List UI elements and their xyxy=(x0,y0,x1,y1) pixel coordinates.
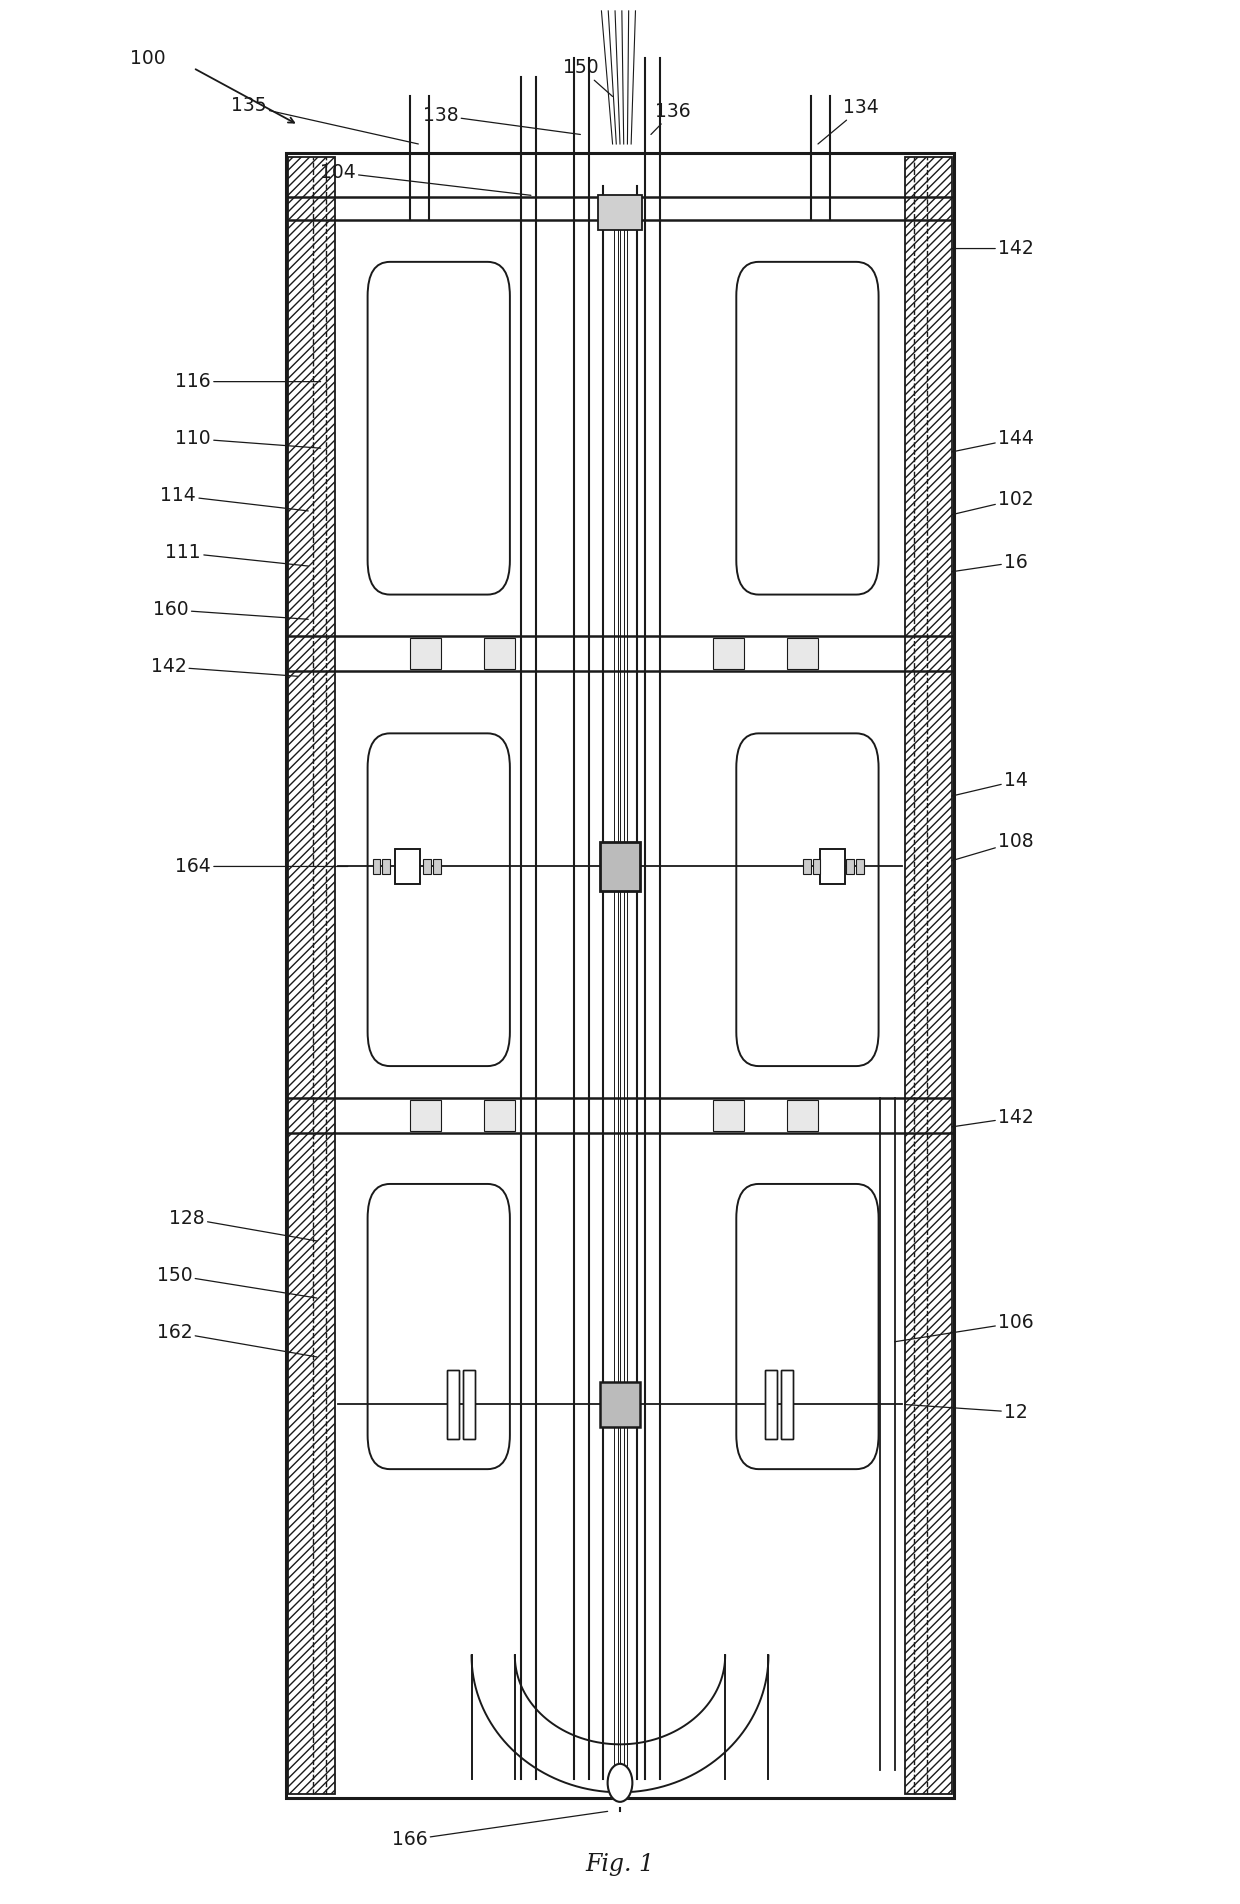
Text: 160: 160 xyxy=(153,600,309,619)
Text: 128: 128 xyxy=(169,1209,317,1241)
Text: 108: 108 xyxy=(951,832,1034,861)
Text: 16: 16 xyxy=(951,552,1028,571)
Text: 150: 150 xyxy=(156,1266,317,1299)
Bar xyxy=(804,859,811,874)
Bar xyxy=(821,849,846,883)
Bar xyxy=(600,1382,640,1428)
Text: 166: 166 xyxy=(392,1811,608,1849)
Text: 100: 100 xyxy=(129,50,165,69)
Bar xyxy=(821,849,846,883)
Text: 106: 106 xyxy=(895,1314,1034,1342)
Text: 138: 138 xyxy=(423,107,580,135)
Text: 134: 134 xyxy=(818,99,879,145)
Text: 136: 136 xyxy=(651,103,691,135)
Text: 14: 14 xyxy=(951,771,1028,796)
Bar xyxy=(765,1371,777,1439)
Bar xyxy=(598,196,642,230)
Text: 162: 162 xyxy=(156,1323,317,1358)
Bar xyxy=(394,849,419,883)
Bar xyxy=(463,1371,475,1439)
Bar xyxy=(713,638,744,668)
Bar xyxy=(781,1371,794,1439)
Bar xyxy=(857,859,864,874)
Text: 104: 104 xyxy=(320,164,531,196)
Text: Fig. 1: Fig. 1 xyxy=(585,1853,655,1875)
Bar xyxy=(713,1101,744,1131)
Text: 142: 142 xyxy=(951,240,1034,259)
Text: 144: 144 xyxy=(951,428,1034,451)
Bar xyxy=(394,849,419,883)
Text: 142: 142 xyxy=(150,657,299,676)
Bar xyxy=(423,859,430,874)
Text: 102: 102 xyxy=(951,489,1034,514)
Bar xyxy=(787,638,818,668)
Text: 150: 150 xyxy=(563,59,613,97)
Bar xyxy=(409,638,440,668)
Text: 142: 142 xyxy=(951,1108,1034,1127)
Bar xyxy=(765,1371,777,1439)
Text: 114: 114 xyxy=(160,486,309,510)
Bar xyxy=(286,154,954,1797)
Text: 135: 135 xyxy=(231,97,418,145)
Text: 110: 110 xyxy=(175,428,321,447)
Bar xyxy=(446,1371,459,1439)
Bar xyxy=(463,1371,475,1439)
Text: 12: 12 xyxy=(904,1403,1028,1422)
Bar xyxy=(600,842,640,891)
Bar xyxy=(289,158,336,1794)
Text: 116: 116 xyxy=(175,371,321,390)
Bar xyxy=(904,158,951,1794)
Bar xyxy=(781,1371,794,1439)
Circle shape xyxy=(608,1763,632,1801)
Text: 164: 164 xyxy=(175,857,347,876)
Bar xyxy=(409,1101,440,1131)
Bar xyxy=(372,859,379,874)
Bar xyxy=(433,859,440,874)
Bar xyxy=(382,859,389,874)
Bar xyxy=(904,158,951,1794)
Bar xyxy=(847,859,854,874)
Bar xyxy=(484,1101,515,1131)
Bar xyxy=(787,1101,818,1131)
Bar xyxy=(289,158,336,1794)
Text: 111: 111 xyxy=(165,543,309,565)
Bar xyxy=(813,859,821,874)
Bar xyxy=(484,638,515,668)
Bar xyxy=(446,1371,459,1439)
